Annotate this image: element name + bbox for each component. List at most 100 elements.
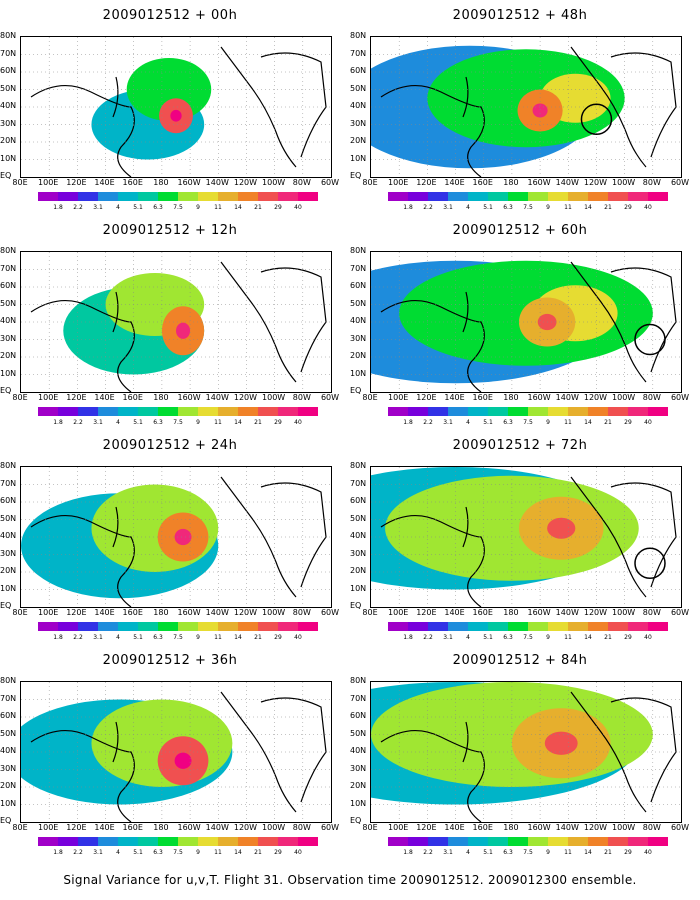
lon-tick-label: 80E bbox=[12, 608, 28, 617]
map-panel: 2009012512 + 60h 80N 70N 60N 50N 40N 30N 20N 10N… bbox=[350, 215, 690, 430]
colorbar-segment bbox=[38, 622, 58, 631]
colorbar-label: 7.5 bbox=[173, 419, 183, 426]
lon-tick-label: 80E bbox=[362, 608, 378, 617]
variance-map bbox=[370, 466, 682, 608]
colorbar-label: 1.8 bbox=[53, 419, 63, 426]
colorbar-segment bbox=[298, 622, 318, 631]
colorbar-segment bbox=[118, 622, 138, 631]
colorbar-label: 5.1 bbox=[133, 419, 143, 426]
colorbar-label: 3.1 bbox=[93, 204, 103, 211]
coastline bbox=[30, 299, 135, 392]
colorbar-segment bbox=[648, 192, 668, 201]
lat-tick-label: 40N bbox=[0, 316, 17, 325]
lon-tick-label: 140E bbox=[94, 608, 115, 617]
variance-map bbox=[20, 251, 332, 393]
figure-caption: Signal Variance for u,v,T. Flight 31. Ob… bbox=[63, 873, 637, 887]
colorbar-label: 11 bbox=[214, 849, 222, 856]
colorbar-label: 9 bbox=[546, 419, 550, 426]
colorbar-segment bbox=[298, 407, 318, 416]
colorbar-segment bbox=[38, 192, 58, 201]
colorbar-label: 4 bbox=[116, 204, 120, 211]
colorbar-segment bbox=[198, 837, 218, 846]
lon-tick-label: 100E bbox=[388, 178, 409, 187]
colorbar-segment bbox=[508, 192, 528, 201]
coastline bbox=[112, 506, 119, 548]
variance-peak bbox=[170, 109, 182, 122]
coastline bbox=[112, 291, 119, 333]
colorbar-labels: 1.8 2.2 3.1 4 5.1 6.3 7.5 9 11 14 21 29 40 bbox=[38, 419, 318, 429]
colorbar-labels: 1.8 2.2 3.1 4 5.1 6.3 7.5 9 11 14 21 29 40 bbox=[388, 634, 668, 644]
lat-tick-label: 20N bbox=[350, 781, 367, 790]
colorbar-label: 29 bbox=[274, 634, 282, 641]
lat-tick-label: EQ bbox=[0, 386, 12, 395]
lon-tick-label: 60W bbox=[670, 393, 690, 402]
colorbar-segment bbox=[648, 622, 668, 631]
colorbar-segment bbox=[448, 407, 468, 416]
colorbar-segment bbox=[278, 192, 298, 201]
colorbar-label: 5.1 bbox=[133, 849, 143, 856]
lon-tick-label: 80W bbox=[642, 608, 661, 617]
variance-map bbox=[370, 681, 682, 823]
colorbar-label: 6.3 bbox=[503, 634, 513, 641]
colorbar-label: 40 bbox=[644, 634, 652, 641]
coastline bbox=[220, 476, 297, 598]
lon-tick-label: 120E bbox=[416, 178, 437, 187]
lon-tick-label: 140W bbox=[555, 393, 579, 402]
colorbar-segment bbox=[258, 837, 278, 846]
longitude-axis: 80E 100E 120E 140E 160E 180 160W 140W 120W 100W 80… bbox=[360, 178, 690, 188]
colorbar-segment bbox=[238, 192, 258, 201]
colorbar-label: 14 bbox=[234, 849, 242, 856]
colorbar-segment bbox=[98, 192, 118, 201]
colorbar-label: 11 bbox=[214, 204, 222, 211]
variance-peak bbox=[544, 731, 578, 755]
colorbar bbox=[38, 837, 318, 847]
lat-tick-label: 20N bbox=[0, 136, 17, 145]
lon-tick-label: 120W bbox=[233, 608, 258, 617]
colorbar-label: 4 bbox=[116, 849, 120, 856]
lon-tick-label: 180 bbox=[503, 393, 519, 402]
colorbar-label: 1.8 bbox=[403, 204, 413, 211]
colorbar-segment bbox=[38, 837, 58, 846]
colorbar-label: 4 bbox=[466, 204, 470, 211]
lon-tick-label: 160W bbox=[177, 608, 201, 617]
lat-tick-label: 20N bbox=[350, 566, 367, 575]
colorbar-label: 6.3 bbox=[153, 419, 163, 426]
longitude-axis: 80E 100E 120E 140E 160E 180 160W 140W 120W 100W 80… bbox=[10, 393, 340, 403]
colorbar-segment bbox=[508, 407, 528, 416]
colorbar-label: 11 bbox=[564, 204, 572, 211]
lat-tick-label: 30N bbox=[0, 548, 17, 558]
colorbar-segment bbox=[428, 622, 448, 631]
variance-peak bbox=[174, 528, 192, 546]
lon-tick-label: 140W bbox=[205, 178, 229, 187]
colorbar-label: 7.5 bbox=[523, 419, 533, 426]
lon-tick-label: 100E bbox=[38, 823, 59, 832]
colorbar-segment bbox=[468, 837, 488, 846]
colorbar-segment bbox=[58, 622, 78, 631]
variance-map bbox=[20, 36, 332, 178]
colorbar-label: 14 bbox=[584, 849, 592, 856]
lat-tick-label: 20N bbox=[0, 351, 17, 360]
colorbar-label: 9 bbox=[196, 204, 200, 211]
colorbar-segment bbox=[488, 407, 508, 416]
colorbar-label: 2.2 bbox=[73, 849, 83, 856]
lat-tick-label: 40N bbox=[350, 746, 367, 755]
colorbar-segment bbox=[198, 192, 218, 201]
colorbar-segment bbox=[278, 622, 298, 631]
colorbar-label: 2.2 bbox=[423, 849, 433, 856]
colorbar-label: 11 bbox=[214, 634, 222, 641]
colorbar-segment bbox=[278, 837, 298, 846]
coastline bbox=[260, 697, 327, 803]
panel-title: 2009012512 + 36h bbox=[102, 653, 238, 668]
coastline bbox=[30, 514, 135, 607]
colorbar-label: 7.5 bbox=[523, 634, 533, 641]
coastline bbox=[380, 729, 485, 822]
lat-tick-label: EQ bbox=[350, 171, 362, 180]
panel-title: 2009012512 + 12h bbox=[102, 223, 238, 238]
colorbar-segment bbox=[588, 622, 608, 631]
colorbar-segment bbox=[488, 192, 508, 201]
map-panel: 2009012512 + 72h 80N 70N 60N 50N 40N 30N 20N 10N… bbox=[350, 430, 690, 645]
lon-tick-label: 100E bbox=[388, 608, 409, 617]
colorbar-label: 5.1 bbox=[133, 634, 143, 641]
lat-tick-label: 10N bbox=[350, 583, 367, 593]
colorbar-label: 29 bbox=[624, 849, 632, 856]
